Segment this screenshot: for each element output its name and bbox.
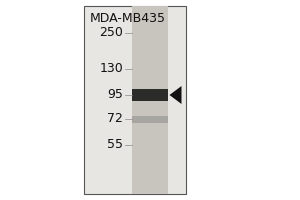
Polygon shape bbox=[169, 86, 181, 104]
FancyBboxPatch shape bbox=[84, 6, 186, 194]
Text: 55: 55 bbox=[107, 138, 123, 152]
Text: 95: 95 bbox=[107, 88, 123, 102]
FancyBboxPatch shape bbox=[132, 6, 168, 194]
Text: 250: 250 bbox=[99, 26, 123, 40]
Text: 130: 130 bbox=[99, 62, 123, 75]
FancyBboxPatch shape bbox=[132, 116, 168, 123]
FancyBboxPatch shape bbox=[132, 89, 168, 101]
Text: MDA-MB435: MDA-MB435 bbox=[90, 12, 166, 25]
Text: 72: 72 bbox=[107, 112, 123, 126]
